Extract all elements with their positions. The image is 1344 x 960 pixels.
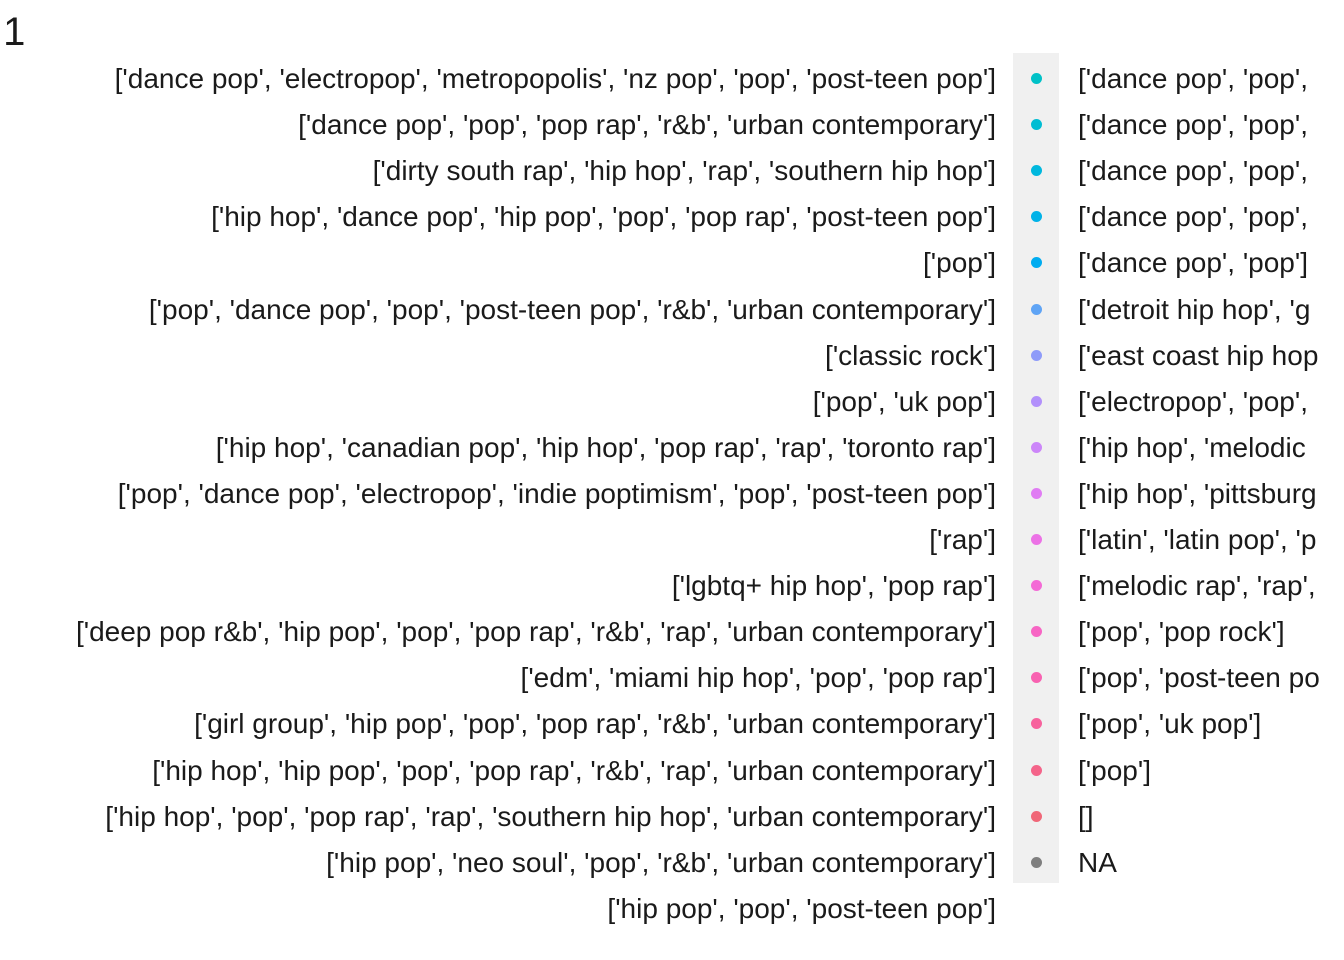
legend-entry-label: ['dance pop', 'pop',	[1078, 155, 1309, 187]
legend-entry-label: ['dance pop', 'pop',	[1078, 109, 1309, 141]
legend-key-background	[1013, 53, 1059, 883]
legend-entry-label: ['pop', 'dance pop', 'electropop', 'indi…	[117, 477, 996, 509]
legend-entry-label: ['latin', 'latin pop', 'p	[1078, 524, 1317, 555]
legend-key-dot	[1031, 856, 1042, 868]
legend-entry-label: NA	[1078, 846, 1117, 878]
legend-key-dot	[1031, 211, 1042, 223]
legend-entry-label: ['pop', 'uk pop']	[1078, 708, 1262, 740]
legend-entry-label: ['hip hop', 'melodic	[1078, 431, 1306, 463]
legend-key-dot	[1031, 395, 1042, 407]
legend-entry-label: ['melodic rap', 'rap',	[1078, 570, 1316, 602]
legend-entry-label: ['dirty south rap', 'hip hop', 'rap', 's…	[372, 155, 996, 187]
legend-key-dot	[1031, 534, 1042, 545]
legend-entry-label: ['hip hop', 'dance pop', 'hip pop', 'pop…	[211, 201, 996, 233]
legend-key-dot	[1031, 810, 1042, 822]
legend-entry-label: ['dance pop', 'pop',	[1078, 201, 1309, 233]
legend-entry-label: ['rap']	[929, 524, 996, 555]
legend-entry-label: ['classic rock']	[825, 339, 996, 371]
legend-entry-label: ['detroit hip hop', 'g	[1078, 293, 1311, 325]
legend-key-dot	[1031, 626, 1042, 638]
legend-key-dot	[1031, 349, 1042, 361]
legend-entry-label: ['pop', 'dance pop', 'pop', 'post-teen p…	[148, 293, 996, 325]
legend-entry-label: ['pop', 'pop rock']	[1078, 616, 1285, 648]
legend-entry-label: ['hip hop', 'canadian pop', 'hip hop', '…	[215, 431, 996, 463]
legend-entry-label: ['hip pop', 'pop', 'post-teen pop']	[607, 892, 996, 924]
legend-entry-label: ['hip hop', 'pop', 'pop rap', 'rap', 'so…	[105, 800, 996, 832]
legend-entry-label: ['dance pop', 'electropop', 'metropopoli…	[114, 63, 996, 94]
legend-entry-label: ['east coast hip hop	[1078, 339, 1319, 371]
legend-entry-label: ['dance pop', 'pop',	[1078, 63, 1309, 94]
legend-entry-label: ['pop', 'uk pop']	[812, 385, 996, 417]
legend-entry-label: ['hip hop', 'hip pop', 'pop', 'pop rap',…	[152, 754, 996, 786]
legend-entry-label: ['pop']	[923, 247, 996, 279]
legend-entry-label: ['pop']	[1078, 754, 1151, 786]
legend-key-dot	[1031, 487, 1042, 499]
legend-entry-label: ['lgbtq+ hip hop', 'pop rap']	[671, 570, 996, 602]
legend-entry-label: ['hip hop', 'pittsburg	[1078, 477, 1317, 509]
legend-entry-label: ['deep pop r&b', 'hip pop', 'pop', 'pop …	[75, 616, 996, 648]
legend-entry-label: ['electropop', 'pop',	[1078, 385, 1308, 417]
legend-key-dot	[1031, 165, 1042, 177]
legend-entry-label: ['dance pop', 'pop', 'pop rap', 'r&b', '…	[298, 109, 996, 141]
legend-entry-label: ['girl group', 'hip pop', 'pop', 'pop ra…	[194, 708, 996, 740]
legend-key-dot	[1031, 672, 1042, 684]
legend-entry-label: ['hip pop', 'neo soul', 'pop', 'r&b', 'u…	[326, 846, 996, 878]
legend-key-dot	[1031, 73, 1042, 84]
legend-entry-label: ['dance pop', 'pop']	[1078, 247, 1309, 279]
legend-entry-label: []	[1078, 800, 1094, 832]
legend-key-dot	[1031, 764, 1042, 776]
legend-key-dot	[1031, 718, 1042, 730]
legend-heading: .1	[0, 10, 26, 54]
legend-key-dot	[1031, 119, 1042, 131]
legend-key-dot	[1031, 257, 1042, 269]
legend-entry-label: ['pop', 'post-teen po	[1078, 662, 1320, 694]
legend-entry-label: ['edm', 'miami hip hop', 'pop', 'pop rap…	[520, 662, 996, 694]
legend-key-dot	[1031, 303, 1042, 315]
legend-key-dot	[1031, 441, 1042, 453]
legend-key-dot	[1031, 580, 1042, 592]
